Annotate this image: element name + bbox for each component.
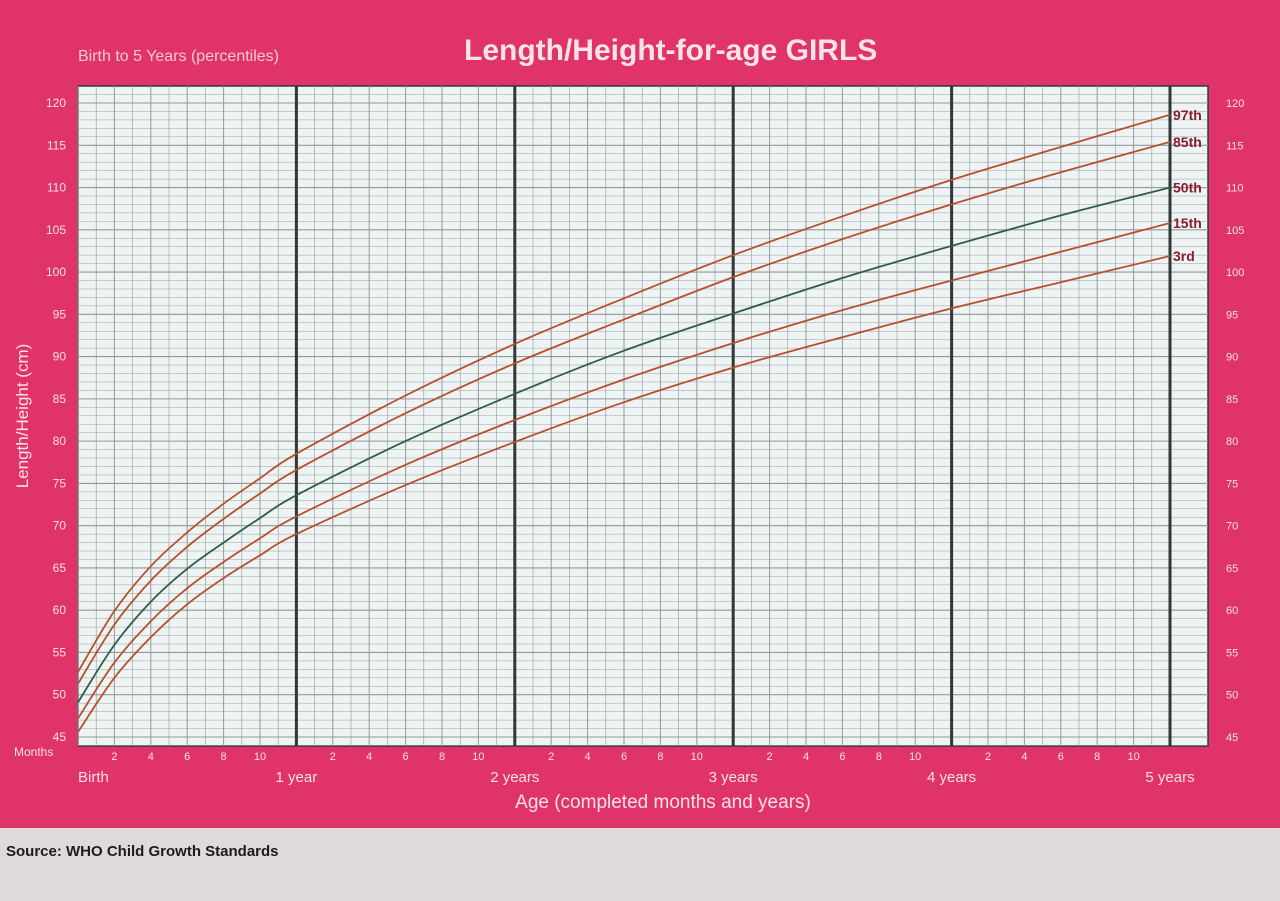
x-year-label: 2 years: [490, 769, 539, 786]
y-tick-right: 55: [1226, 647, 1238, 659]
chart-subtitle: Birth to 5 Years (percentiles): [78, 48, 279, 65]
x-month-tick: 10: [472, 751, 484, 763]
x-month-tick: 2: [111, 751, 117, 763]
x-month-tick: 8: [439, 751, 445, 763]
y-tick-right: 80: [1226, 436, 1238, 448]
y-tick-left: 100: [46, 265, 66, 279]
x-month-tick: 4: [148, 751, 154, 763]
y-tick-left: 80: [53, 434, 67, 448]
x-month-tick: 4: [585, 751, 591, 763]
y-tick-left: 50: [53, 688, 67, 702]
x-year-label: 5 years: [1145, 769, 1194, 786]
x-month-tick: 6: [1058, 751, 1064, 763]
x-month-tick: 2: [330, 751, 336, 763]
y-tick-left: 90: [53, 350, 67, 364]
minor-grid: [77, 86, 1208, 746]
y-tick-right: 70: [1226, 521, 1238, 533]
x-month-tick: 2: [548, 751, 554, 763]
y-axis-title: Length/Height (cm): [13, 344, 32, 489]
source-band: [0, 828, 1280, 901]
y-tick-left: 75: [53, 476, 67, 490]
y-tick-left: 60: [53, 603, 67, 617]
y-tick-left: 120: [46, 96, 66, 110]
percentile-curve-97th: [77, 113, 1171, 673]
y-tick-left: 45: [53, 730, 67, 744]
x-month-tick: 10: [909, 751, 921, 763]
y-tick-right: 75: [1226, 478, 1238, 490]
percentile-label-50th: 50th: [1173, 180, 1202, 196]
major-grid: [294, 86, 1172, 746]
x-month-tick: 2: [985, 751, 991, 763]
y-tick-left: 55: [53, 645, 67, 659]
x-month-tick: 4: [366, 751, 372, 763]
percentile-curve-3rd: [77, 255, 1171, 733]
y-tick-left: 105: [46, 223, 66, 237]
percentile-curves: 97th 85th 50th 15th 3rd: [77, 107, 1202, 733]
y-tick-left: 65: [53, 561, 67, 575]
x-month-tick: 2: [767, 751, 773, 763]
y-tick-right: 110: [1226, 183, 1244, 195]
y-tick-right: 60: [1226, 605, 1238, 617]
y-tick-left: 115: [47, 138, 66, 152]
percentile-label-97th: 97th: [1173, 107, 1202, 123]
x-month-tick: 8: [1094, 751, 1100, 763]
x-month-tick: 6: [621, 751, 627, 763]
y-tick-left: 110: [47, 181, 66, 195]
percentile-curve-85th: [77, 141, 1171, 685]
axis-labels: 4550556065707580859095100105110115120455…: [13, 96, 1244, 813]
x-month-tick: 8: [876, 751, 882, 763]
months-label: Months: [14, 745, 53, 759]
y-tick-left: 85: [53, 392, 67, 406]
x-month-tick: 8: [221, 751, 227, 763]
source-note: Source: WHO Child Growth Standards: [6, 843, 279, 860]
x-month-tick: 6: [839, 751, 845, 763]
x-month-tick: 10: [1127, 751, 1139, 763]
x-month-tick: 6: [403, 751, 409, 763]
y-tick-right: 65: [1226, 563, 1238, 575]
x-year-label: 3 years: [709, 769, 758, 786]
percentile-curve-50th: [77, 186, 1171, 703]
y-tick-right: 105: [1226, 225, 1244, 237]
x-axis-title: Age (completed months and years): [515, 792, 811, 813]
percentile-label-15th: 15th: [1173, 215, 1202, 231]
y-tick-right: 100: [1226, 267, 1244, 279]
y-tick-right: 85: [1226, 394, 1238, 406]
x-year-label: 1 year: [276, 769, 318, 786]
growth-chart: 97th 85th 50th 15th 3rd 45 50 55 60 65 70 75 80 85 90…: [13, 85, 1244, 813]
x-month-tick: 4: [803, 751, 809, 763]
x-month-tick: 10: [254, 751, 266, 763]
y-tick-right: 90: [1226, 352, 1238, 364]
percentile-label-3rd: 3rd: [1173, 248, 1195, 264]
percentile-curve-15th: [77, 222, 1171, 719]
y-tick-left: 95: [53, 307, 67, 321]
y-tick-right: 95: [1226, 309, 1238, 321]
x-month-tick: 10: [691, 751, 703, 763]
y-tick-right: 120: [1226, 98, 1244, 110]
x-month-tick: 4: [1021, 751, 1027, 763]
y-tick-right: 50: [1226, 690, 1238, 702]
chart-title: Length/Height-for-age GIRLS: [464, 34, 878, 67]
y-tick-right: 115: [1226, 140, 1244, 152]
x-year-label: Birth: [78, 769, 109, 786]
plot-area: [77, 85, 1209, 747]
y-tick-right: 45: [1226, 732, 1238, 744]
percentile-label-85th: 85th: [1173, 134, 1202, 150]
x-month-tick: 8: [657, 751, 663, 763]
x-year-label: 4 years: [927, 769, 976, 786]
y-tick-left: 70: [53, 519, 67, 533]
x-month-tick: 6: [184, 751, 190, 763]
